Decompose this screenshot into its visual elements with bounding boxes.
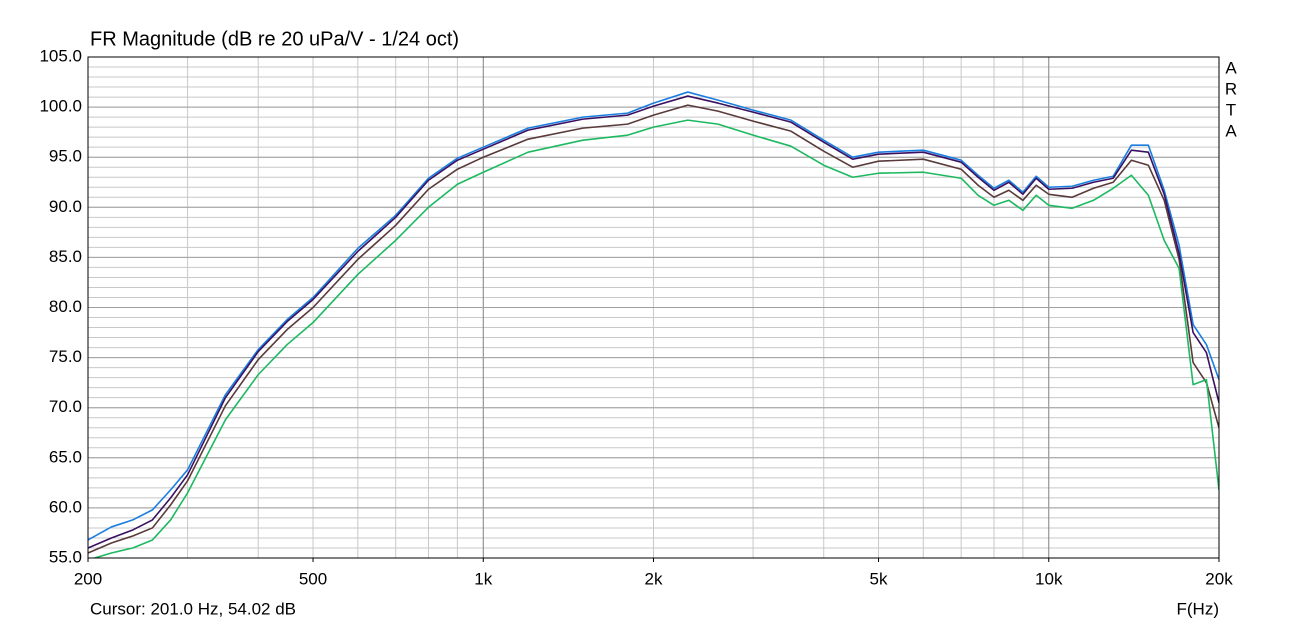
- series-line: [88, 95, 1219, 549]
- y-tick-label: 75.0: [49, 347, 82, 366]
- y-tick-label: 70.0: [49, 397, 82, 416]
- y-tick-label: 100.0: [39, 97, 82, 116]
- grid: [88, 56, 1219, 559]
- curves: [88, 91, 1219, 558]
- series-line: [88, 91, 1219, 541]
- x-tick-label: 1k: [474, 569, 492, 588]
- y-tick-label: 90.0: [49, 197, 82, 216]
- y-tick-label: 85.0: [49, 247, 82, 266]
- x-axis-label: F(Hz): [1177, 599, 1219, 618]
- cursor-readout: Cursor: 201.0 Hz, 54.02 dB: [90, 599, 296, 618]
- x-tick-label: 10k: [1035, 569, 1063, 588]
- logo-letter: T: [1226, 100, 1236, 119]
- y-tick-label: 80.0: [49, 297, 82, 316]
- y-tick-label: 55.0: [49, 547, 82, 566]
- logo-letter: R: [1225, 79, 1237, 98]
- y-tick-label: 60.0: [49, 497, 82, 516]
- y-tick-label: 105.0: [39, 46, 82, 65]
- x-tick-label: 5k: [870, 569, 888, 588]
- x-tick-label: 200: [74, 569, 102, 588]
- chart-title: FR Magnitude (dB re 20 uPa/V - 1/24 oct): [90, 28, 459, 50]
- x-tick-label: 2k: [645, 569, 663, 588]
- logo-letter: A: [1225, 58, 1237, 77]
- x-tick-label: 500: [299, 569, 327, 588]
- series-line: [91, 119, 1219, 558]
- y-tick-label: 65.0: [49, 447, 82, 466]
- logo-letter: A: [1225, 121, 1237, 140]
- x-tick-label: 20k: [1205, 569, 1233, 588]
- series-line: [88, 104, 1219, 554]
- y-tick-label: 95.0: [49, 147, 82, 166]
